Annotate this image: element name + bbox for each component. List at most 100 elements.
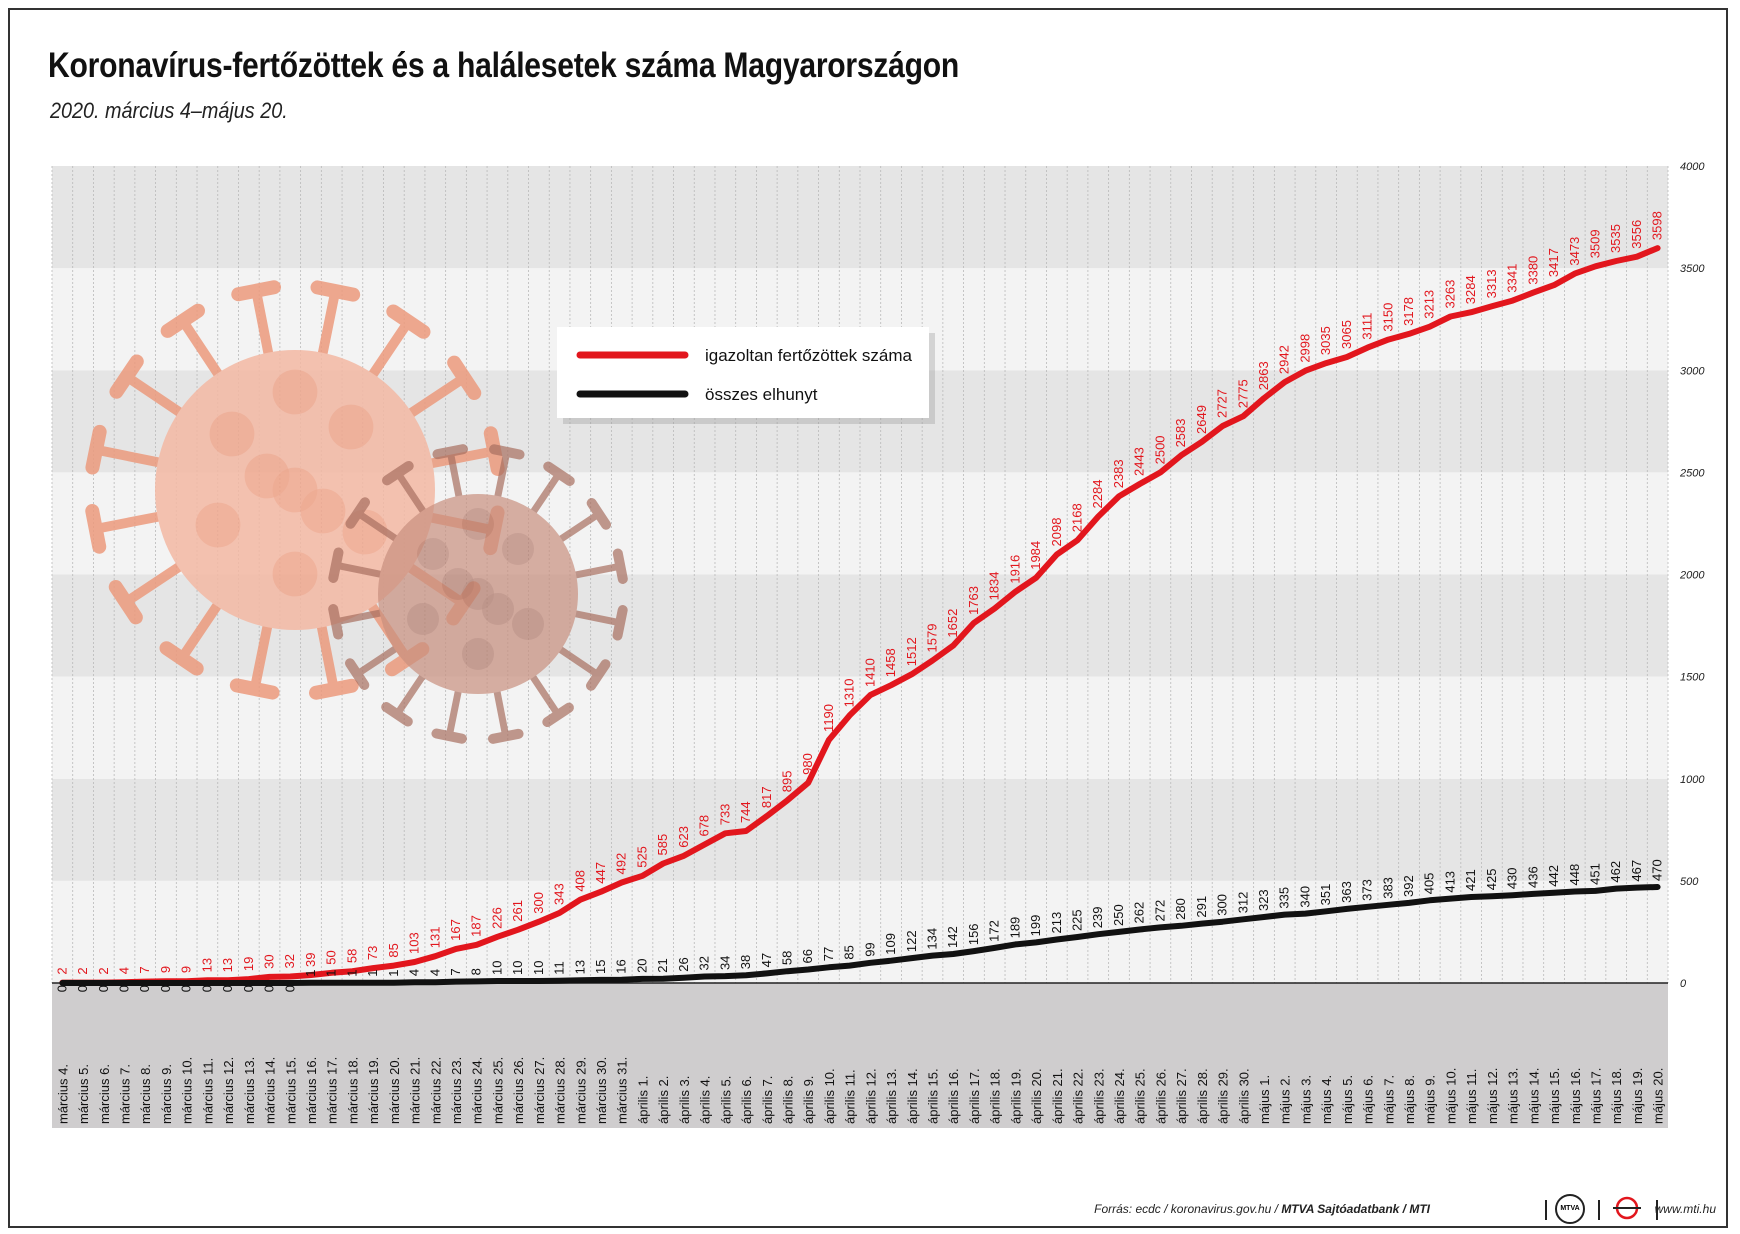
data-label-deaths: 272 <box>1152 900 1167 922</box>
x-tick-label: május 9. <box>1423 1075 1438 1124</box>
x-tick-label: május 11. <box>1464 1069 1479 1124</box>
data-label-deaths: 0 <box>179 985 194 992</box>
x-tick-label: március 22. <box>428 1057 443 1124</box>
data-label-deaths: 300 <box>1215 894 1230 916</box>
footer-divider <box>1545 1200 1547 1220</box>
x-tick-label: április 10. <box>822 1068 837 1124</box>
data-label-infected: 2942 <box>1277 345 1292 374</box>
x-tick-label: április 21. <box>1050 1068 1065 1124</box>
x-tick-label: március 20. <box>387 1057 402 1124</box>
x-tick-label: április 4. <box>698 1076 713 1124</box>
data-label-infected: 1458 <box>883 648 898 677</box>
data-label-deaths: 1 <box>324 970 339 977</box>
data-label-infected: 895 <box>779 770 794 792</box>
data-label-infected: 2649 <box>1194 405 1209 434</box>
x-tick-label: április 29. <box>1216 1068 1231 1124</box>
data-label-deaths: 16 <box>614 959 629 973</box>
data-label-infected: 50 <box>324 950 339 964</box>
data-label-infected: 73 <box>365 946 380 960</box>
data-label-infected: 300 <box>531 892 546 914</box>
x-tick-label: március 18. <box>345 1057 360 1124</box>
data-label-deaths: 172 <box>987 920 1002 942</box>
data-label-deaths: 32 <box>697 956 712 970</box>
data-label-infected: 3178 <box>1401 297 1416 326</box>
data-label-infected: 58 <box>344 949 359 963</box>
data-label-deaths: 38 <box>738 955 753 969</box>
data-label-deaths: 383 <box>1380 877 1395 899</box>
x-tick-label: április 20. <box>1029 1068 1044 1124</box>
data-label-deaths: 323 <box>1256 889 1271 911</box>
x-tick-label: április 3. <box>677 1076 692 1124</box>
data-label-infected: 19 <box>241 957 256 971</box>
data-label-infected: 1512 <box>904 637 919 666</box>
x-tick-label: április 8. <box>780 1076 795 1124</box>
data-label-infected: 103 <box>407 932 422 954</box>
data-label-deaths: 0 <box>54 985 69 992</box>
data-label-deaths: 1 <box>344 970 359 977</box>
data-label-deaths: 109 <box>883 933 898 955</box>
data-label-infected: 3509 <box>1587 229 1602 258</box>
x-tick-label: március 14. <box>263 1057 278 1124</box>
data-label-deaths: 340 <box>1297 886 1312 908</box>
data-label-infected: 3313 <box>1484 269 1499 298</box>
data-label-deaths: 85 <box>842 945 857 959</box>
x-tick-label: április 13. <box>884 1068 899 1124</box>
data-label-infected: 1834 <box>987 571 1002 600</box>
y-tick-label: 0 <box>1680 978 1687 990</box>
x-tick-label: április 1. <box>635 1076 650 1124</box>
data-label-infected: 3284 <box>1463 275 1478 304</box>
data-label-deaths: 470 <box>1650 859 1665 881</box>
data-label-deaths: 0 <box>262 985 277 992</box>
x-tick-label: március 23. <box>449 1057 464 1124</box>
x-tick-label: április 5. <box>718 1076 733 1124</box>
data-label-deaths: 15 <box>593 959 608 973</box>
infographic-frame <box>8 8 1728 1228</box>
data-label-deaths: 442 <box>1546 865 1561 887</box>
data-label-deaths: 467 <box>1629 860 1644 882</box>
y-tick-label: 1500 <box>1680 672 1705 684</box>
source-bold: MTVA Sajtóadatbank / MTI <box>1281 1202 1430 1216</box>
data-label-deaths: 225 <box>1070 909 1085 931</box>
data-label-infected: 7 <box>137 966 152 973</box>
x-tick-label: március 30. <box>594 1057 609 1124</box>
data-label-deaths: 156 <box>966 923 981 945</box>
y-tick-label: 500 <box>1680 876 1699 888</box>
x-tick-label: április 19. <box>1008 1068 1023 1124</box>
data-label-deaths: 351 <box>1318 884 1333 906</box>
data-label-infected: 1310 <box>842 679 857 708</box>
x-tick-label: március 11. <box>200 1058 215 1124</box>
x-tick-label: április 12. <box>863 1068 878 1124</box>
website-url: www.mti.hu <box>1654 1202 1716 1216</box>
x-tick-label: május 15. <box>1547 1068 1562 1124</box>
data-label-infected: 2284 <box>1090 480 1105 509</box>
data-label-infected: 2775 <box>1235 379 1250 408</box>
series-line-infected <box>59 245 1661 986</box>
x-tick-label: március 26. <box>511 1057 526 1124</box>
x-tick-label: április 25. <box>1133 1068 1148 1124</box>
data-label-deaths: 0 <box>158 985 173 992</box>
x-tick-label: március 7. <box>118 1064 133 1124</box>
x-tick-label: április 11. <box>843 1069 858 1124</box>
x-tick-label: május 19. <box>1630 1068 1645 1124</box>
data-label-deaths: 99 <box>862 942 877 956</box>
legend: igazoltan fertőzöttek száma összes elhuny… <box>557 327 935 424</box>
data-label-infected: 678 <box>697 815 712 837</box>
data-label-deaths: 0 <box>282 985 297 992</box>
x-tick-label: április 30. <box>1236 1068 1251 1124</box>
data-label-infected: 3341 <box>1505 264 1520 293</box>
data-label-deaths: 413 <box>1442 871 1457 893</box>
data-label-infected: 2 <box>54 967 69 974</box>
data-label-deaths: 189 <box>1007 917 1022 939</box>
data-label-deaths: 7 <box>448 968 463 975</box>
data-label-deaths: 373 <box>1360 879 1375 901</box>
footer: Forrás: ecdc / koronavirus.gov.hu / MTVA… <box>1040 1194 1720 1224</box>
y-tick-label: 1000 <box>1680 774 1705 786</box>
data-label-infected: 2443 <box>1132 447 1147 476</box>
data-label-deaths: 0 <box>241 985 256 992</box>
data-label-infected: 3065 <box>1339 320 1354 349</box>
source-credit: Forrás: ecdc / koronavirus.gov.hu / MTVA… <box>1094 1202 1430 1216</box>
x-tick-label: március 4. <box>55 1064 70 1124</box>
data-label-deaths: 4 <box>407 969 422 976</box>
grid-band <box>52 166 1668 269</box>
x-tick-label: április 6. <box>739 1076 754 1124</box>
